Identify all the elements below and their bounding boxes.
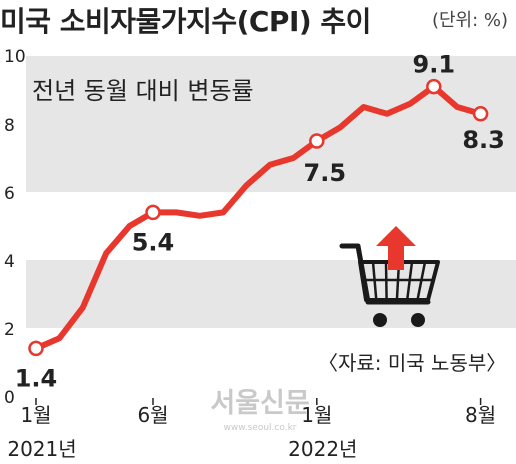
data-point-marker <box>309 133 325 149</box>
data-point-marker <box>145 204 161 221</box>
x-tick-label: 8월 <box>465 403 496 427</box>
up-arrow <box>376 226 416 270</box>
x-year-label: 2022년 <box>288 437 357 461</box>
data-label: 5.4 <box>132 228 175 256</box>
chart-title: 미국 소비자물가지수(CPI) 추이 <box>0 5 371 38</box>
data-point-marker <box>426 78 442 95</box>
watermark-url: www.seoul.co.kr <box>224 423 297 433</box>
unit-label: (단위: %) <box>431 10 508 31</box>
watermark-name: 서울신문 <box>210 388 309 419</box>
data-label: 8.3 <box>462 126 505 154</box>
y-tick-label: 2 <box>4 320 15 340</box>
x-year-label: 2021년 <box>7 437 76 461</box>
data-point-marker <box>28 340 44 357</box>
y-tick-label: 8 <box>4 116 15 136</box>
chart-subtitle: 전년 동월 대비 변동률 <box>32 77 254 105</box>
data-label: 7.5 <box>304 159 347 187</box>
y-tick-label: 10 <box>4 47 26 67</box>
x-tick-label: 6월 <box>137 403 168 427</box>
series-cpi <box>28 78 489 357</box>
y-axis-ticks: 0 2 4 6 8 10 <box>4 47 26 408</box>
y-tick-label: 6 <box>4 184 15 204</box>
data-label: 1.4 <box>15 364 58 392</box>
source-note: 〈자료: 미국 노동부〉 <box>318 351 506 375</box>
shopping-cart-with-up-arrow-icon <box>339 226 440 327</box>
data-label: 9.1 <box>413 51 456 79</box>
cart-wheel <box>411 313 425 327</box>
background-band <box>26 124 516 192</box>
data-labels: 1.4 5.4 7.5 9.1 8.3 <box>15 51 505 393</box>
series-line <box>33 83 484 352</box>
data-point-marker <box>472 106 489 122</box>
y-tick-label: 0 <box>4 388 15 408</box>
x-axis: 1월 2021년 6월 1월 2022년 8월 <box>7 398 496 461</box>
x-tick-label: 1월 <box>301 403 332 427</box>
cart-wheel <box>373 313 387 327</box>
y-tick-label: 4 <box>4 252 15 272</box>
x-tick-label: 1월 <box>20 403 51 427</box>
newspaper-watermark: 서울신문 www.seoul.co.kr <box>210 388 309 433</box>
